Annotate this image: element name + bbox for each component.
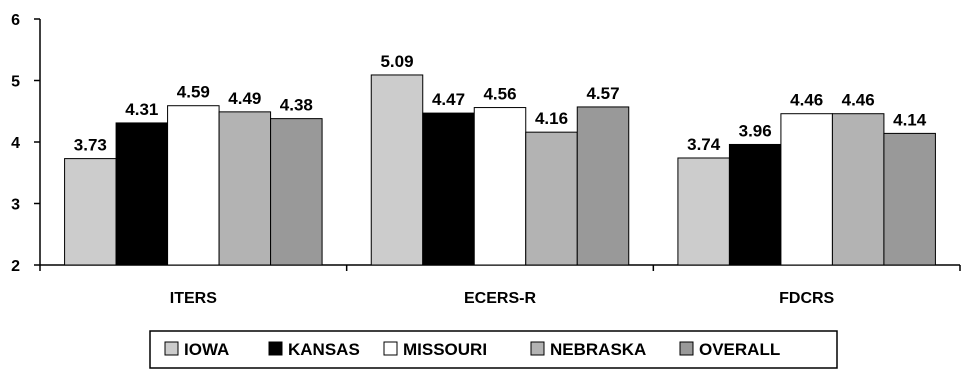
legend-label-overall: OVERALL xyxy=(699,340,780,359)
data-label: 4.49 xyxy=(228,89,261,108)
bar-overall-iters xyxy=(270,118,323,266)
legend-label-nebraska: NEBRASKA xyxy=(550,340,646,359)
x-tick-label: ITERS xyxy=(170,290,217,307)
legend-label-missouri: MISSOURI xyxy=(403,340,487,359)
legend-swatch-iowa xyxy=(164,341,179,356)
bar-missouri-iters xyxy=(167,105,220,266)
data-label: 4.46 xyxy=(842,91,875,110)
bar-nebraska-iters xyxy=(218,111,272,266)
bar-missouri-fdcrs xyxy=(780,113,833,266)
bar-kansas-ecers-r xyxy=(422,112,475,266)
bar-overall-ecers-r xyxy=(576,106,630,266)
y-tick-label: 2 xyxy=(11,258,20,275)
legend-swatch-nebraska xyxy=(530,341,545,356)
bar-kansas-fdcrs xyxy=(728,143,782,266)
bar-iowa-fdcrs xyxy=(677,157,730,266)
data-label: 3.73 xyxy=(74,136,107,155)
bar-missouri-ecers-r xyxy=(473,107,527,266)
legend-swatch-missouri xyxy=(383,341,398,356)
bar-nebraska-fdcrs xyxy=(831,113,885,266)
data-label: 4.59 xyxy=(177,83,210,102)
data-label: 4.31 xyxy=(125,100,158,119)
y-tick-label: 5 xyxy=(11,74,20,91)
data-label: 4.14 xyxy=(893,110,927,129)
y-tick-label: 6 xyxy=(11,12,20,29)
data-label: 4.57 xyxy=(586,84,619,103)
data-label: 4.47 xyxy=(432,90,465,109)
legend-swatch-kansas xyxy=(268,341,283,356)
legend-swatch-overall xyxy=(679,341,694,356)
data-label: 4.16 xyxy=(535,109,568,128)
x-tick-label: ECERS-R xyxy=(464,290,536,307)
data-label: 4.56 xyxy=(483,85,516,104)
data-label: 4.38 xyxy=(280,96,313,115)
data-label: 4.46 xyxy=(790,91,823,110)
x-tick-label: FDCRS xyxy=(779,290,834,307)
legend-label-kansas: KANSAS xyxy=(288,340,360,359)
bar-iowa-ecers-r xyxy=(370,74,424,266)
data-label: 5.09 xyxy=(380,52,413,71)
y-tick-label: 3 xyxy=(11,197,20,214)
legend-box xyxy=(149,330,838,369)
bar-nebraska-ecers-r xyxy=(525,131,578,266)
data-label: 3.74 xyxy=(687,135,721,154)
bar-iowa-iters xyxy=(64,158,117,266)
bar-overall-fdcrs xyxy=(883,132,936,266)
legend-label-iowa: IOWA xyxy=(184,340,229,359)
bar-kansas-iters xyxy=(115,122,169,266)
y-tick-label: 4 xyxy=(11,135,20,152)
data-label: 3.96 xyxy=(739,121,772,140)
